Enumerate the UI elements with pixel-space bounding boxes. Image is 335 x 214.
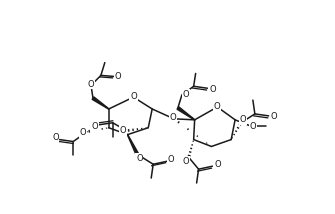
Text: O: O — [270, 112, 277, 121]
Text: O: O — [92, 122, 98, 131]
Text: O: O — [130, 92, 137, 101]
Text: O: O — [214, 160, 221, 169]
Text: O: O — [250, 122, 256, 131]
Text: O: O — [136, 154, 143, 163]
Text: O: O — [168, 155, 174, 164]
Text: O: O — [88, 80, 94, 89]
Text: O: O — [80, 128, 86, 137]
Text: O: O — [240, 115, 246, 124]
Text: O: O — [52, 133, 59, 142]
Text: O: O — [214, 101, 221, 110]
Text: O: O — [119, 126, 126, 135]
Text: O: O — [209, 85, 216, 94]
Text: O: O — [183, 90, 189, 99]
Text: O: O — [170, 113, 176, 122]
Polygon shape — [177, 107, 195, 120]
Text: O: O — [114, 72, 121, 81]
Polygon shape — [92, 97, 109, 109]
Polygon shape — [127, 135, 139, 155]
Text: O: O — [183, 157, 189, 166]
